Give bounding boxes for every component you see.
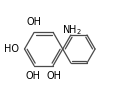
Text: NH$_2$: NH$_2$ <box>62 23 81 37</box>
Text: OH: OH <box>47 71 62 81</box>
Text: OH: OH <box>26 71 41 81</box>
Text: OH: OH <box>27 17 42 27</box>
Text: HO: HO <box>4 44 19 54</box>
